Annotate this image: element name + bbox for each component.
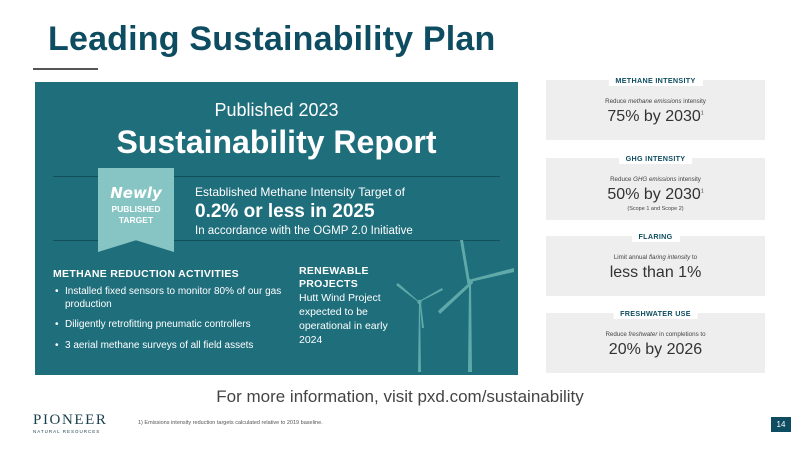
list-item: • Installed fixed sensors to monitor 80% …	[55, 286, 285, 311]
card-badge: FRESHWATER USE	[613, 308, 698, 319]
card-description: Reduce freshwater in completions to	[605, 331, 706, 338]
activities-list: • Installed fixed sensors to monitor 80% …	[55, 286, 285, 360]
card-methane-intensity: METHANE INTENSITY Reduce methane emissio…	[546, 75, 765, 140]
logo-name: PIONEER	[33, 412, 108, 428]
card-value: 50% by 20301	[607, 186, 704, 203]
footnote: 1) Emissions intensity reduction targets…	[138, 420, 323, 426]
banner-published-year: Published 2023	[214, 100, 339, 120]
footnote-marker: 1	[700, 188, 704, 195]
title-underline	[33, 68, 98, 70]
card-subnote: (Scope 1 and Scope 2)	[627, 206, 684, 212]
company-logo: PIONEER NATURAL RESOURCES	[33, 412, 108, 434]
card-badge: METHANE INTENSITY	[608, 75, 703, 86]
footnote-marker: 1	[700, 110, 704, 117]
activities-heading: METHANE REDUCTION ACTIVITIES	[53, 268, 239, 280]
target-value: 0.2% or less in 2025	[195, 201, 375, 222]
divider-right	[170, 176, 500, 177]
page-title: Leading Sustainability Plan	[48, 20, 496, 58]
ribbon-target: TARGET	[118, 215, 154, 225]
activity-text: Installed fixed sensors to monitor 80% o…	[65, 286, 282, 310]
card-badge: GHG INTENSITY	[618, 153, 693, 164]
ribbon-published: PUBLISHED	[111, 204, 161, 214]
card-flaring: FLARING Limit annual flaring intensity t…	[546, 231, 765, 296]
newly-published-ribbon: Newly PUBLISHED TARGET	[98, 168, 174, 252]
list-item: • 3 aerial methane surveys of all field a…	[55, 340, 285, 353]
banner-report-title: Sustainability Report	[116, 124, 437, 160]
card-ghg-intensity: GHG INTENSITY Reduce GHG emissions inten…	[546, 153, 765, 220]
card-description: Reduce GHG emissions intensity	[610, 176, 701, 183]
bullet-icon: •	[55, 339, 59, 351]
bullet-icon: •	[55, 319, 59, 330]
card-value: 20% by 2026	[608, 341, 703, 358]
target-intro: Established Methane Intensity Target of	[195, 185, 405, 199]
target-note: In accordance with the OGMP 2.0 Initiati…	[195, 225, 413, 237]
list-item: • Diligently retrofitting pneumatic contr…	[55, 319, 285, 332]
methane-target-statement: Established Methane Intensity Target of …	[195, 185, 413, 237]
page-number: 14	[771, 417, 791, 432]
card-value: less than 1%	[609, 264, 702, 281]
divider-left	[53, 176, 103, 177]
activity-text: 3 aerial methane surveys of all field as…	[65, 339, 254, 351]
card-description: Reduce methane emissions intensity	[605, 98, 706, 105]
wind-turbines-icon	[396, 240, 514, 372]
logo-tagline: NATURAL RESOURCES	[33, 429, 101, 434]
activity-text: Diligently retrofitting pneumatic contro…	[65, 319, 251, 330]
renewable-heading: RENEWABLE PROJECTS	[299, 265, 369, 290]
more-info-link: For more information, visit pxd.com/sust…	[216, 387, 584, 406]
ribbon-newly: Newly	[110, 184, 162, 202]
card-value: 75% by 20301	[607, 108, 704, 125]
divider-left-lower	[53, 240, 103, 241]
card-badge: FLARING	[631, 231, 680, 242]
card-description: Limit annual flaring intensity to	[613, 254, 698, 261]
renewable-text: Hutt Wind Project expected to be operati…	[299, 292, 388, 346]
bullet-icon: •	[55, 286, 59, 297]
divider-right-lower	[170, 240, 500, 241]
sustainability-report-banner: Published 2023 Sustainability Report New…	[35, 82, 518, 375]
card-freshwater-use: FRESHWATER USE Reduce freshwater in comp…	[546, 308, 765, 373]
